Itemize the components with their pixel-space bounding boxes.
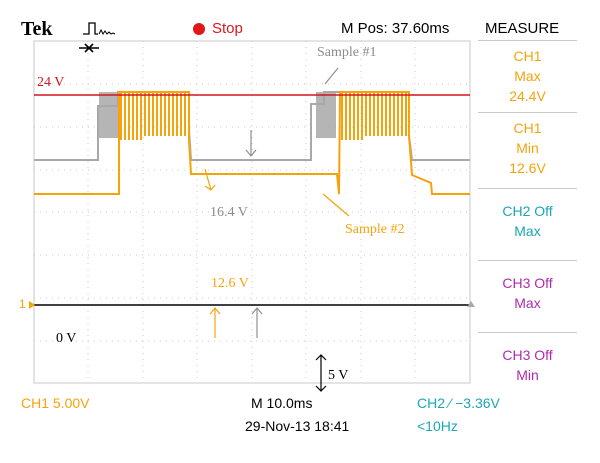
stop-indicator-icon [193, 23, 205, 35]
measure-slot-4-type: Max [514, 295, 541, 311]
measure-menu-title: MEASURE [485, 20, 560, 37]
arrow-sample1 [324, 67, 339, 85]
horizontal-position: M Pos: 37.60ms [341, 20, 450, 37]
measure-slot-1-value: 24.4V [509, 88, 546, 104]
arrow-sample2 [322, 193, 350, 217]
label-sample2: Sample #2 [345, 222, 405, 237]
trigger-setting: CH2 ⁄ −3.36V [417, 395, 500, 411]
ch1-ground-marker-icon [29, 301, 35, 309]
trigger-waveform-icon [83, 22, 116, 35]
trigger-frequency: <10Hz [417, 418, 458, 434]
measure-slot-5-title: CH3 Off [502, 347, 553, 363]
waveform-display: 24 V Sample #1 16.4 V Sample #2 12.6 V 0… [19, 18, 577, 442]
label-24v: 24 V [37, 75, 65, 90]
ch1-marker-label: 1 [19, 297, 26, 311]
measure-slot-2[interactable]: CH1 Min 12.6V [478, 112, 577, 178]
label-0v: 0 V [56, 331, 77, 346]
measure-slot-5-type: Min [516, 367, 539, 383]
arrow-5v-span [315, 354, 327, 392]
trigger-level-marker-icon [467, 301, 475, 307]
date-time: 29-Nov-13 18:41 [245, 418, 350, 434]
status-bar: Tek Stop M Pos: 37.60ms MEASURE [19, 18, 577, 40]
arrow-12v-top [204, 168, 212, 191]
measure-slot-4-title: CH3 Off [502, 275, 553, 291]
measure-slot-1[interactable]: CH1 Max 24.4V [478, 40, 577, 106]
timebase: M 10.0ms [251, 395, 313, 411]
label-5v: 5 V [328, 368, 349, 383]
measure-slot-3-type: Max [514, 223, 541, 239]
brand-logo: Tek [21, 18, 53, 40]
measure-slot-4[interactable]: CH3 Off Max [478, 260, 577, 313]
label-12v: 12.6 V [211, 276, 249, 291]
measure-slot-1-title: CH1 [513, 48, 542, 64]
oscilloscope-screenshot: Tek Stop M Pos: 37.60ms MEASURE [19, 18, 577, 442]
measure-slot-3[interactable]: CH2 Off Max [478, 188, 577, 241]
ch1-waveform [34, 91, 470, 195]
measure-slot-1-type: Max [514, 68, 541, 84]
label-16v: 16.4 V [210, 205, 248, 220]
measure-slot-3-title: CH2 Off [502, 203, 553, 219]
ch1-scale: CH1 5.00V [21, 395, 90, 411]
measure-slot-2-value: 12.6V [509, 160, 546, 176]
label-sample1: Sample #1 [317, 45, 377, 60]
measure-slot-5[interactable]: CH3 Off Min [478, 332, 577, 385]
waveform-graticule [29, 40, 475, 392]
acquisition-status: Stop [212, 20, 243, 37]
measure-slot-2-type: Min [516, 140, 539, 156]
measure-slot-2-title: CH1 [513, 120, 542, 136]
trigger-position-icon [79, 43, 99, 53]
